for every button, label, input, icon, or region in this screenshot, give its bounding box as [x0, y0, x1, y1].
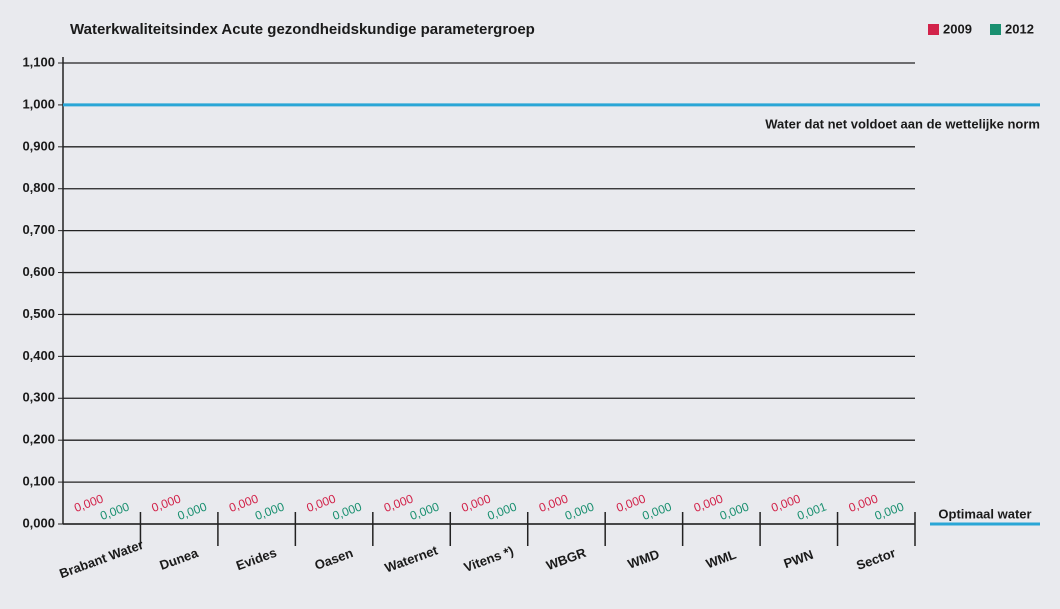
y-tick-label: 1,100 [22, 54, 55, 69]
legend-label: 2009 [943, 21, 972, 36]
y-tick-label: 1,000 [22, 96, 55, 111]
annotation: Optimaal water [938, 506, 1031, 521]
y-tick-label: 0,600 [22, 264, 55, 279]
legend-swatch [928, 24, 939, 35]
y-tick-label: 0,100 [22, 474, 55, 489]
y-tick-label: 0,400 [22, 348, 55, 363]
y-tick-label: 0,800 [22, 180, 55, 195]
y-tick-label: 0,200 [22, 432, 55, 447]
legend-label: 2012 [1005, 21, 1034, 36]
y-tick-label: 0,300 [22, 390, 55, 405]
annotation: Water dat net voldoet aan de wettelijke … [765, 116, 1040, 131]
legend-swatch [990, 24, 1001, 35]
y-tick-label: 0,700 [22, 222, 55, 237]
y-tick-label: 0,900 [22, 138, 55, 153]
y-tick-label: 0,000 [22, 515, 55, 530]
chart-title: Waterkwaliteitsindex Acute gezondheidsku… [70, 21, 535, 38]
y-tick-label: 0,500 [22, 306, 55, 321]
